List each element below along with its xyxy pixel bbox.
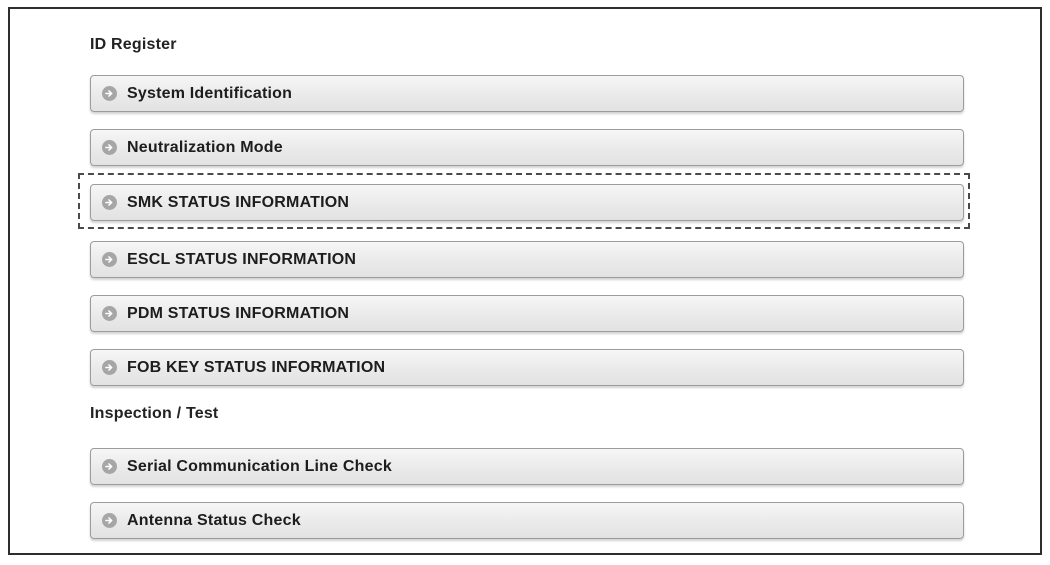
button-label: FOB KEY STATUS INFORMATION <box>127 358 386 376</box>
section-title-id-register: ID Register <box>90 36 177 53</box>
arrow-right-circle-icon <box>102 195 117 210</box>
button-label: PDM STATUS INFORMATION <box>127 304 350 322</box>
arrow-right-circle-icon <box>102 360 117 375</box>
button-antenna-status-check[interactable]: Antenna Status Check <box>90 502 964 539</box>
button-escl-status-information[interactable]: ESCL STATUS INFORMATION <box>90 241 964 278</box>
button-pdm-status-information[interactable]: PDM STATUS INFORMATION <box>90 295 964 332</box>
button-label: ESCL STATUS INFORMATION <box>127 250 357 268</box>
button-label: Serial Communication Line Check <box>127 457 392 475</box>
button-label: System Identification <box>127 84 293 102</box>
button-serial-communication-line-check[interactable]: Serial Communication Line Check <box>90 448 964 485</box>
arrow-right-circle-icon <box>102 86 117 101</box>
button-fob-key-status-information[interactable]: FOB KEY STATUS INFORMATION <box>90 349 964 386</box>
arrow-right-circle-icon <box>102 459 117 474</box>
button-label: Antenna Status Check <box>127 511 301 529</box>
arrow-right-circle-icon <box>102 140 117 155</box>
selection-outline: SMK STATUS INFORMATION <box>78 173 970 229</box>
button-system-identification[interactable]: System Identification <box>90 75 964 112</box>
menu-content: ID Register System Identification Neutra… <box>10 9 1040 539</box>
outer-frame: ID Register System Identification Neutra… <box>8 7 1042 555</box>
arrow-right-circle-icon <box>102 252 117 267</box>
arrow-right-circle-icon <box>102 306 117 321</box>
button-neutralization-mode[interactable]: Neutralization Mode <box>90 129 964 166</box>
button-label: SMK STATUS INFORMATION <box>127 193 350 211</box>
section-title-inspection-test: Inspection / Test <box>90 405 219 422</box>
arrow-right-circle-icon <box>102 513 117 528</box>
button-label: Neutralization Mode <box>127 138 283 156</box>
button-smk-status-information[interactable]: SMK STATUS INFORMATION <box>90 184 964 221</box>
